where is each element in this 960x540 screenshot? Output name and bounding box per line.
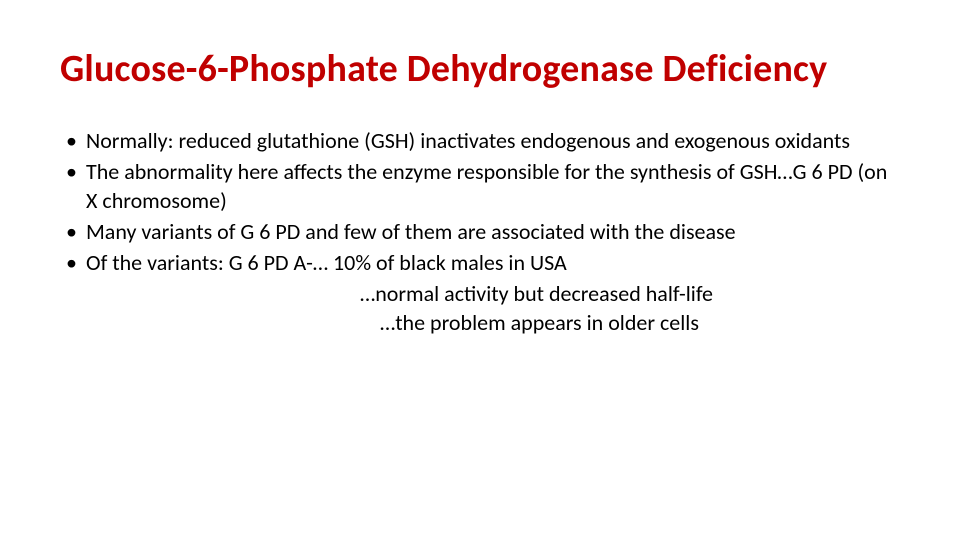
- bullet-list: Normally: reduced glutathione (GSH) inac…: [60, 126, 900, 277]
- bullet-item: Normally: reduced glutathione (GSH) inac…: [60, 126, 900, 155]
- bullet-item: Many variants of G 6 PD and few of them …: [60, 217, 900, 246]
- subline-item: …the problem appears in older cells: [60, 308, 900, 337]
- bullet-item: The abnormality here affects the enzyme …: [60, 157, 900, 215]
- slide-title: Glucose-6-Phosphate Dehydrogenase Defici…: [60, 48, 900, 92]
- subline-item: …normal activity but decreased half-life: [60, 279, 900, 308]
- subline-group: …normal activity but decreased half-life…: [60, 279, 900, 337]
- bullet-item: Of the variants: G 6 PD A-… 10% of black…: [60, 248, 900, 277]
- slide: Glucose-6-Phosphate Dehydrogenase Defici…: [0, 0, 960, 540]
